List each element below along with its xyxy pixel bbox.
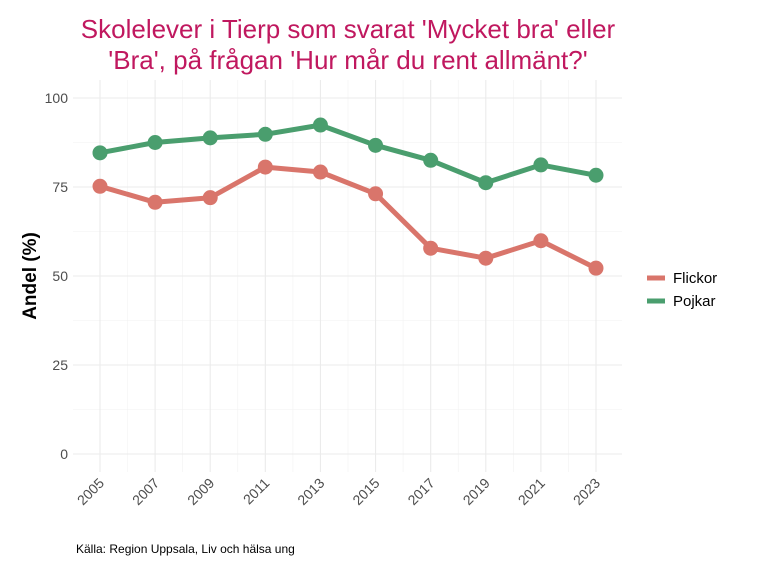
y-tick-label: 100 bbox=[45, 90, 69, 106]
data-point-flickor bbox=[147, 194, 163, 210]
data-point-pojkar bbox=[92, 145, 108, 161]
data-point-pojkar bbox=[202, 130, 218, 146]
data-point-flickor bbox=[423, 240, 439, 256]
data-point-pojkar bbox=[588, 167, 604, 183]
chart-title-line-2: 'Bra', på frågan 'Hur mår du rent allmän… bbox=[108, 45, 587, 75]
data-point-flickor bbox=[202, 190, 218, 206]
y-tick-label: 50 bbox=[52, 268, 68, 284]
data-point-pojkar bbox=[533, 157, 549, 173]
y-axis-title: Andel (%) bbox=[20, 232, 41, 320]
series-line-flickor bbox=[97, 164, 599, 271]
data-point-pojkar bbox=[257, 126, 273, 142]
chart-caption: Källa: Region Uppsala, Liv och hälsa ung bbox=[76, 542, 295, 556]
y-axis-tick-labels: 0 25 50 75 100 bbox=[45, 90, 69, 462]
data-point-pojkar bbox=[423, 152, 439, 168]
legend: Flickor Pojkar bbox=[647, 270, 717, 310]
chart-title-line-1: Skolelever i Tierp som svarat 'Mycket br… bbox=[81, 14, 616, 44]
data-point-pojkar bbox=[478, 175, 494, 191]
data-point-flickor bbox=[533, 233, 549, 249]
data-point-pojkar bbox=[312, 117, 328, 133]
series-layer bbox=[92, 117, 604, 276]
data-point-flickor bbox=[257, 159, 273, 175]
data-point-pojkar bbox=[147, 135, 163, 150]
y-tick-label: 0 bbox=[60, 446, 68, 462]
data-point-flickor bbox=[92, 178, 108, 194]
legend-label-pojkar: Pojkar bbox=[673, 293, 716, 310]
series-line-pojkar bbox=[97, 122, 599, 186]
y-tick-label: 75 bbox=[52, 179, 68, 195]
legend-label-flickor: Flickor bbox=[673, 270, 717, 287]
data-point-flickor bbox=[368, 186, 384, 202]
y-tick-label: 25 bbox=[52, 357, 68, 373]
data-point-flickor bbox=[588, 260, 604, 276]
data-point-pojkar bbox=[368, 137, 384, 153]
data-point-flickor bbox=[312, 164, 328, 180]
data-point-flickor bbox=[478, 250, 494, 266]
